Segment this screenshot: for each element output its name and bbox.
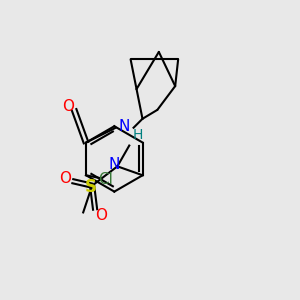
Text: H: H xyxy=(133,128,143,142)
Text: O: O xyxy=(62,99,74,114)
Text: N: N xyxy=(119,119,130,134)
Text: O: O xyxy=(95,208,107,223)
Text: O: O xyxy=(59,171,71,186)
Text: Cl: Cl xyxy=(98,172,113,187)
Text: N: N xyxy=(109,158,120,172)
Text: S: S xyxy=(85,178,97,196)
